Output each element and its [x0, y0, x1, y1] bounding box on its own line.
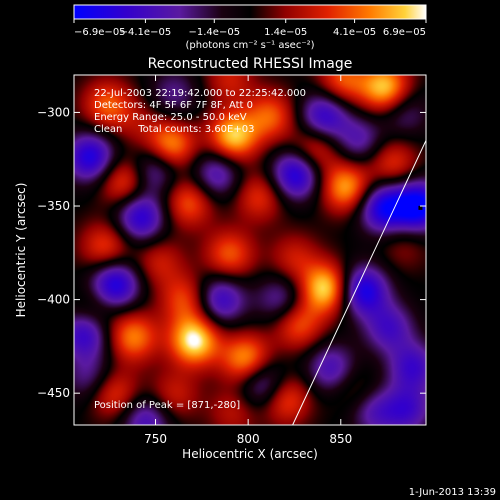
- chart-title: Reconstructed RHESSI Image: [148, 56, 353, 72]
- heatmap-area[interactable]: [74, 75, 426, 425]
- peak-marker: [418, 205, 423, 210]
- heatmap-canvas[interactable]: [74, 75, 426, 425]
- axis-ticks: 750 800 850 −300 −350 −400 −450: [37, 75, 426, 446]
- solar-limb-line: [292, 140, 426, 425]
- y-tick-label: −400: [37, 293, 70, 307]
- colorbar-tick-label: 4.1e−05: [333, 27, 376, 38]
- x-axis-label: Heliocentric X (arcsec): [182, 447, 318, 461]
- info-line-energy: Energy Range: 25.0 - 50.0 keV: [94, 112, 247, 123]
- colorbar-tick-label: 6.9e−05: [383, 27, 426, 38]
- x-tick-label: 850: [329, 432, 352, 446]
- colorbar-tick-label: −6.9e−05: [74, 27, 126, 38]
- y-tick-label: −350: [37, 199, 70, 213]
- y-axis-label: Heliocentric Y (arcsec): [14, 183, 28, 318]
- colorbar: [73, 4, 427, 20]
- colorbar-tick-label: −1.4e−05: [189, 27, 241, 38]
- plot-frame: [73, 74, 427, 426]
- info-box: 22-Jul-2003 22:19:42.000 to 22:25:42.000…: [94, 88, 306, 135]
- colorbar-tick-label: 1.4e−05: [264, 27, 307, 38]
- y-tick-label: −300: [37, 105, 70, 119]
- info-line-detectors: Detectors: 4F 5F 6F 7F 8F, Att 0: [94, 100, 253, 111]
- colorbar-ticks: −6.9e−05−4.1e−05 −1.4e−05 1.4e−05 4.1e−05 6.…: [73, 19, 427, 38]
- colorbar-units-label: (photons cm⁻² s⁻¹ asec⁻²): [185, 40, 314, 51]
- info-line-counts: Clean Total counts: 3.60E+03: [94, 124, 254, 135]
- footer-date: 1-Jun-2013 13:39: [409, 487, 496, 498]
- y-tick-label: −450: [37, 386, 70, 400]
- x-tick-label: 750: [144, 432, 167, 446]
- x-tick-label: 800: [237, 432, 260, 446]
- colorbar-tick-label: −4.1e−05: [120, 27, 172, 38]
- peak-position-label: Position of Peak = [871,-280]: [94, 400, 240, 411]
- info-line-time: 22-Jul-2003 22:19:42.000 to 22:25:42.000: [94, 88, 306, 99]
